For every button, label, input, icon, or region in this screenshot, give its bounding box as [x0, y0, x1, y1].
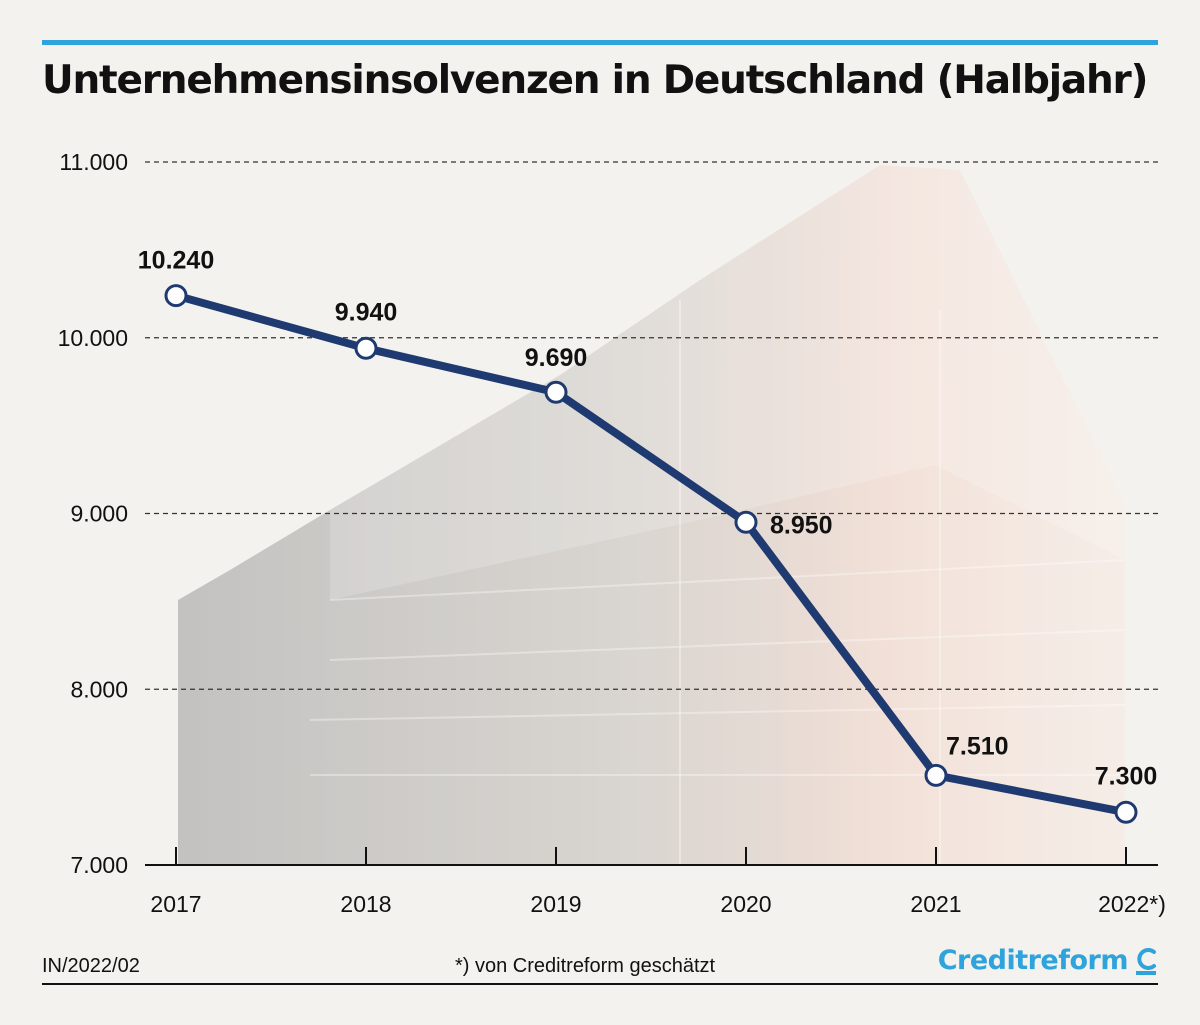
y-tick-label: 10.000: [58, 325, 128, 351]
creditreform-logo: Creditreform: [938, 945, 1158, 976]
data-label: 8.950: [770, 511, 833, 539]
axis-ticks: [175, 847, 1127, 865]
x-tick-label: 2021: [910, 891, 961, 917]
brand-name: Creditreform: [937, 945, 1129, 976]
y-tick-label: 11.000: [59, 149, 128, 175]
data-point: [354, 336, 378, 360]
gridlines: [145, 161, 1158, 866]
data-point: [164, 284, 188, 308]
x-tick-label: 2018: [340, 891, 391, 917]
data-point: [1114, 800, 1138, 824]
data-label: 10.240: [138, 247, 214, 275]
chart-title: Unternehmensinsolvenzen in Deutschland (…: [42, 58, 1148, 103]
y-axis-labels: 7.000 8.000 9.000 10.000 11.000: [58, 149, 128, 878]
x-tick-label: 2020: [720, 891, 771, 917]
x-tick-label: 2017: [150, 891, 201, 917]
data-label: 7.300: [1095, 762, 1158, 790]
background-building-image: [178, 165, 1126, 865]
x-tick-label: 2019: [530, 891, 581, 917]
bottom-rule: [42, 983, 1158, 985]
data-label: 7.510: [946, 732, 1009, 760]
data-points: [164, 284, 1138, 824]
data-label: 9.940: [335, 298, 398, 326]
data-point: [734, 510, 758, 534]
top-accent-rule: [42, 40, 1158, 45]
creditreform-c-icon: [1134, 946, 1158, 976]
y-tick-label: 8.000: [70, 676, 128, 702]
data-labels: 10.240 9.940 9.690 8.950 7.510 7.300: [138, 247, 1158, 791]
y-tick-label: 7.000: [70, 852, 128, 878]
data-point: [544, 380, 568, 404]
series-path: [172, 291, 1130, 817]
data-point: [924, 763, 948, 787]
y-tick-label: 9.000: [70, 501, 128, 527]
x-axis-labels: 2017 2018 2019 2020 2021 2022*): [150, 891, 1165, 917]
x-tick-label: 2022*): [1098, 891, 1166, 917]
source-code: IN/2022/02: [42, 955, 140, 977]
footnote: *) von Creditreform geschätzt: [455, 955, 716, 977]
line-chart: 7.000 8.000 9.000 10.000 11.000 2017 2018 2019…: [58, 149, 1166, 917]
data-label: 9.690: [525, 344, 588, 372]
series-line: [172, 291, 1130, 817]
